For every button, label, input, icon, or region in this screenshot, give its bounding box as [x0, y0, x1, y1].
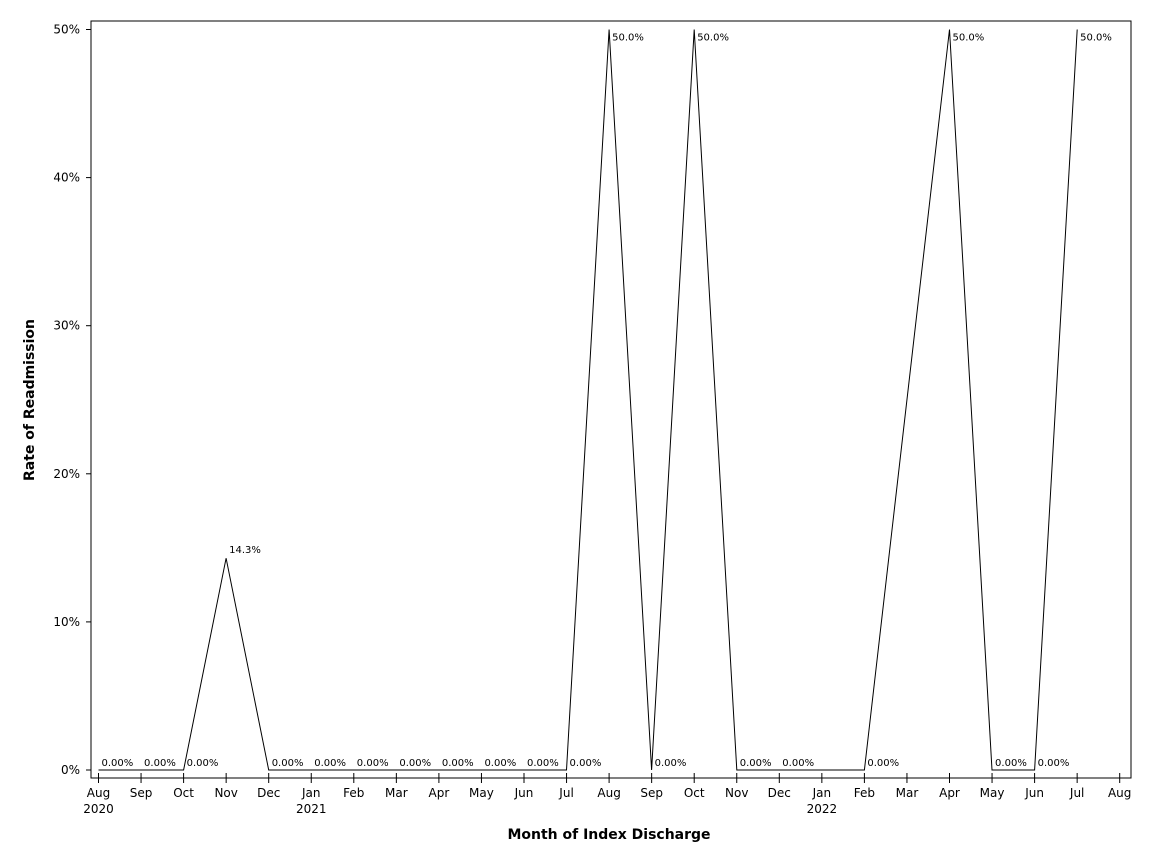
x-tick-year-label: 2022	[807, 802, 838, 816]
data-label: 50.0%	[953, 33, 985, 44]
x-tick-label: Nov	[725, 786, 748, 800]
data-label: 0.00%	[314, 758, 346, 769]
plot-frame	[90, 20, 1132, 779]
data-label: 0.00%	[740, 758, 772, 769]
data-label: 0.00%	[144, 758, 176, 769]
x-axis: Aug 2020 Sep Oct Nov Dec Jan 2021 Feb Mar Apr May Ju…	[83, 773, 1131, 816]
x-tick-year-label: 2020	[83, 802, 114, 816]
data-label: 0.00%	[187, 758, 219, 769]
x-tick-label: Dec	[768, 786, 791, 800]
x-tick-label: Aug	[1108, 786, 1131, 800]
x-tick-label: Apr	[939, 786, 960, 800]
data-label: 0.00%	[399, 758, 431, 769]
x-tick-year-label: 2021	[296, 802, 327, 816]
x-tick-label: Feb	[343, 786, 364, 800]
data-labels: 0.00% 0.00% 0.00% 14.3% 0.00% 0.00% 0.00% 0.00%…	[102, 33, 1112, 770]
x-tick-label: Sep	[640, 786, 663, 800]
data-label: 0.00%	[867, 758, 899, 769]
data-label: 0.00%	[570, 758, 602, 769]
data-label: 0.00%	[442, 758, 474, 769]
x-tick-label: Jun	[1024, 786, 1044, 800]
x-tick-label: Jul	[558, 786, 573, 800]
data-label: 50.0%	[612, 33, 644, 44]
x-tick-label: Mar	[896, 786, 919, 800]
y-tick-label: 40%	[53, 171, 80, 185]
y-tick-label: 50%	[53, 23, 80, 37]
x-tick-label: Dec	[257, 786, 280, 800]
data-label: 0.00%	[272, 758, 304, 769]
data-label: 14.3%	[229, 545, 261, 556]
data-label: 0.00%	[102, 758, 134, 769]
x-tick-label: Nov	[214, 786, 237, 800]
x-tick-label: Apr	[429, 786, 450, 800]
x-tick-label: Aug	[87, 786, 110, 800]
y-tick-label: 0%	[61, 763, 80, 777]
data-label: 0.00%	[484, 758, 516, 769]
x-axis-title: Month of Index Discharge	[507, 827, 710, 843]
x-tick-label: Jun	[514, 786, 534, 800]
y-axis: 0% 10% 20% 30% 40% 50%	[53, 23, 91, 777]
data-label: 0.00%	[782, 758, 814, 769]
x-tick-label: Mar	[385, 786, 408, 800]
x-tick-label: May	[980, 786, 1005, 800]
data-label: 0.00%	[527, 758, 559, 769]
x-tick-label: Sep	[130, 786, 153, 800]
x-tick-label: Oct	[684, 786, 705, 800]
data-label: 0.00%	[995, 758, 1027, 769]
x-tick-label: Aug	[597, 786, 620, 800]
x-tick-label: May	[469, 786, 494, 800]
y-tick-label: 10%	[53, 615, 80, 629]
y-axis-title: Rate of Readmission	[22, 319, 38, 481]
data-label: 50.0%	[697, 33, 729, 44]
y-tick-label: 30%	[53, 319, 80, 333]
x-tick-label: Jan	[301, 786, 321, 800]
data-label: 0.00%	[655, 758, 687, 769]
x-tick-label: Oct	[173, 786, 194, 800]
data-label: 50.0%	[1080, 33, 1112, 44]
x-tick-label: Feb	[854, 786, 875, 800]
series-line	[98, 29, 1078, 771]
y-tick-label: 20%	[53, 467, 80, 481]
data-label: 0.00%	[1038, 758, 1070, 769]
data-label: 0.00%	[357, 758, 389, 769]
x-tick-label: Jul	[1069, 786, 1084, 800]
x-tick-label: Jan	[812, 786, 832, 800]
